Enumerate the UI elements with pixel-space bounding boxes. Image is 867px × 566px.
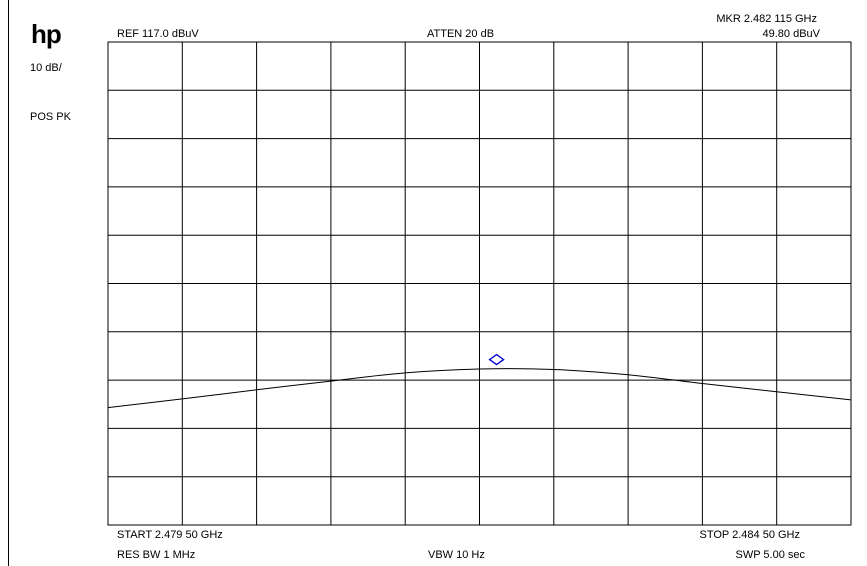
video-bandwidth: VBW 10 Hz — [428, 549, 485, 562]
stop-frequency: STOP 2.484 50 GHz — [700, 529, 800, 542]
marker-diamond — [490, 355, 504, 365]
start-frequency: START 2.479 50 GHz — [117, 529, 223, 542]
resolution-bandwidth: RES BW 1 MHz — [117, 549, 195, 562]
sweep-time: SWP 5.00 sec — [736, 549, 806, 562]
